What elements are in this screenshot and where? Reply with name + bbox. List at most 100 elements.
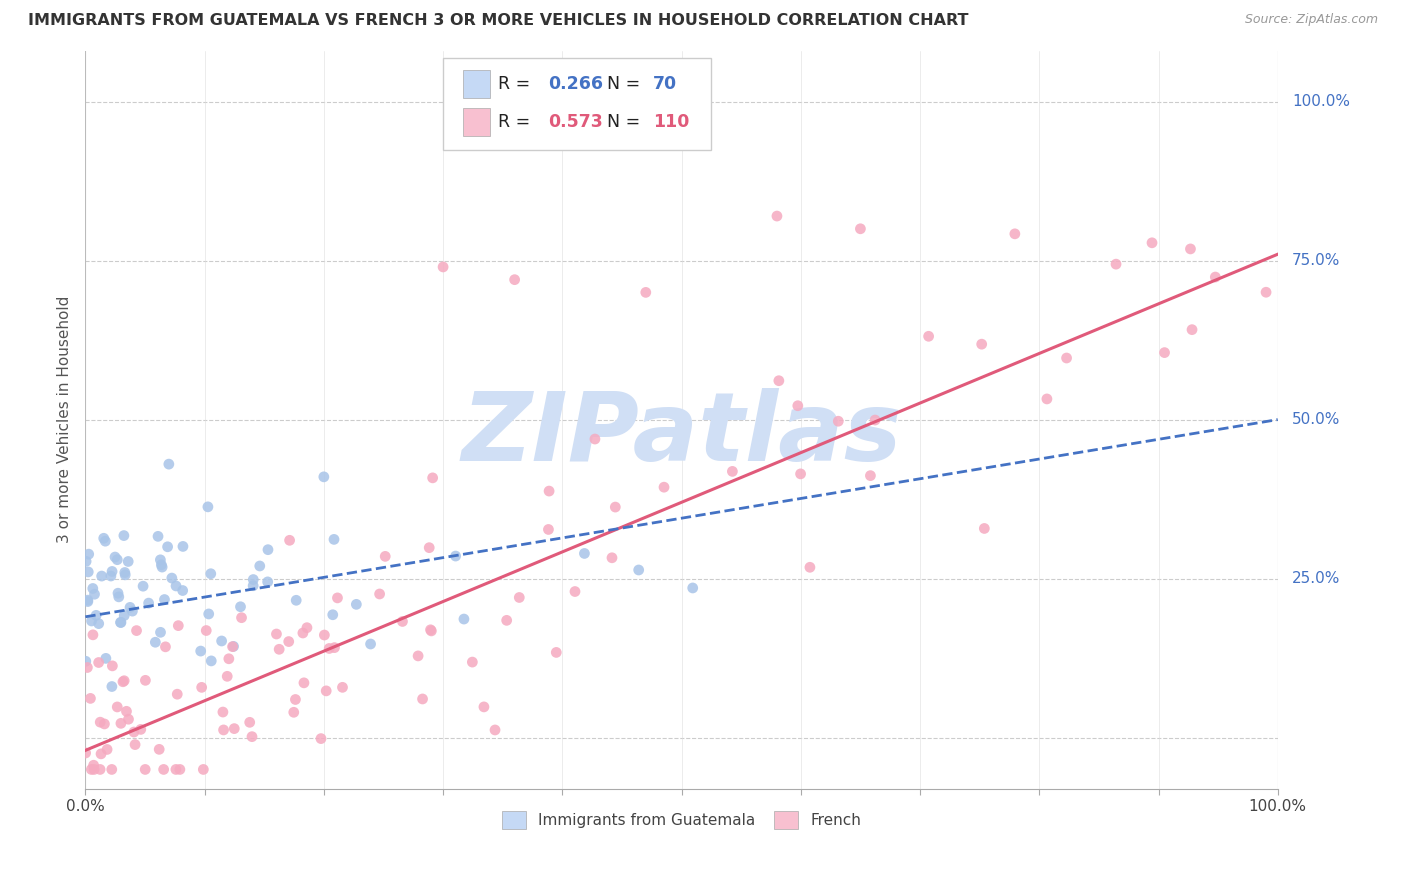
Point [122,725,145,739]
Point [121,604,143,618]
Point [1153,345,1175,359]
Point [239,715,262,730]
Point [150,560,173,574]
Point [93,717,115,731]
Point [197,500,219,514]
Point [461,655,484,669]
Point [110,615,132,630]
Point [285,593,308,607]
Point [77,547,100,561]
Text: ZIPatlas: ZIPatlas [461,388,901,481]
Point [190,644,212,658]
Point [105,552,128,566]
Point [360,637,382,651]
Point [422,471,444,485]
Point [292,676,315,690]
Point [156,540,179,554]
Point [419,623,441,637]
Point [537,523,560,537]
Point [83,587,105,601]
Point [917,329,939,343]
Text: 70: 70 [652,75,678,93]
Point [789,467,811,481]
Point [323,640,346,655]
Point [827,414,849,428]
Point [83,758,105,772]
Point [200,654,222,668]
Point [652,480,675,494]
Point [1036,392,1059,406]
Point [503,273,526,287]
Point [495,613,517,627]
Point [90,747,112,761]
Point [217,669,239,683]
Point [165,763,187,777]
Point [149,625,172,640]
Point [94,534,117,549]
Point [256,574,278,589]
Point [80,763,103,777]
Point [229,599,252,614]
Point [172,583,194,598]
Point [218,652,240,666]
Text: 110: 110 [652,113,689,131]
Point [167,618,190,632]
Text: 50.0%: 50.0% [1292,412,1340,427]
Point [101,658,124,673]
Point [283,706,305,720]
Point [89,763,111,777]
Point [332,681,354,695]
Point [269,642,291,657]
Point [574,546,596,560]
Point [309,731,332,746]
FancyBboxPatch shape [464,108,489,136]
Point [859,468,882,483]
Point [453,612,475,626]
Point [314,628,336,642]
Point [87,656,110,670]
Point [224,722,246,736]
Point [1105,257,1128,271]
Point [124,738,146,752]
Point [112,608,135,623]
Point [149,553,172,567]
Point [583,432,606,446]
Point [107,590,129,604]
Point [197,607,219,621]
Text: 25.0%: 25.0% [1292,571,1340,586]
Point [101,565,124,579]
Text: N =: N = [596,113,645,131]
Y-axis label: 3 or more Vehicles in Household: 3 or more Vehicles in Household [58,296,72,543]
Point [79,691,101,706]
Point [76,594,98,608]
Point [295,621,318,635]
Point [344,598,367,612]
Point [1140,235,1163,250]
Point [100,569,122,583]
Point [146,529,169,543]
Point [195,624,218,638]
Point [115,704,138,718]
Point [605,500,627,514]
Point [284,692,307,706]
Point [849,221,872,235]
Point [152,763,174,777]
Legend: Immigrants from Guatemala, French: Immigrants from Guatemala, French [494,804,869,836]
Point [83,763,105,777]
Point [110,615,132,630]
Point [420,624,443,638]
Point [76,593,98,607]
Point [77,565,100,579]
Point [1056,351,1078,365]
Point [89,715,111,730]
Point [112,528,135,542]
Point [768,374,790,388]
Point [165,579,187,593]
Point [169,763,191,777]
Point [82,628,104,642]
Text: 100.0%: 100.0% [1292,94,1350,109]
Point [94,651,117,665]
Point [87,616,110,631]
Text: 0.266: 0.266 [548,75,603,93]
Point [155,640,177,654]
